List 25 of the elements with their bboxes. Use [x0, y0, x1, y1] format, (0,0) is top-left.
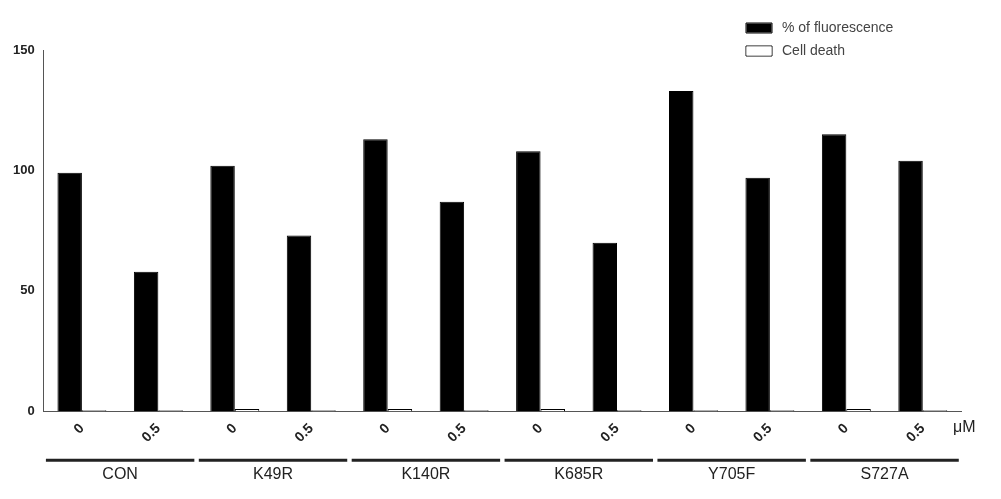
text: CON [102, 464, 138, 482]
x-tick-label: 0 [222, 419, 240, 437]
x-tick-label: 0.5 [749, 419, 775, 445]
text: K49R [253, 464, 294, 482]
text: Y705F [708, 464, 756, 482]
x-tick-label: 0 [834, 419, 852, 437]
legend-label: Cell death [782, 41, 846, 58]
y-tick-label: 50 [20, 282, 35, 298]
x-tick-label: 0.5 [291, 419, 317, 445]
x-tick-label: 0 [69, 419, 87, 437]
x-tick-label: 0 [681, 419, 699, 437]
x-tick-label: 0 [528, 419, 546, 437]
text: K140R [401, 464, 451, 482]
text: S727A [860, 464, 909, 482]
y-tick-label: 150 [12, 41, 35, 57]
text: μM [953, 417, 976, 435]
x-tick-label: 0.5 [443, 419, 470, 445]
text: K685R [554, 464, 604, 482]
x-tick-label: 0 [375, 419, 393, 437]
x-tick-label: 0.5 [138, 419, 164, 445]
x-tick-label: 0.5 [902, 419, 928, 445]
legend-label: % of fluorescence [782, 18, 894, 35]
x-tick-label: 0.5 [596, 419, 623, 445]
y-tick-label: 100 [12, 162, 35, 178]
y-tick-label: 0 [27, 402, 35, 418]
